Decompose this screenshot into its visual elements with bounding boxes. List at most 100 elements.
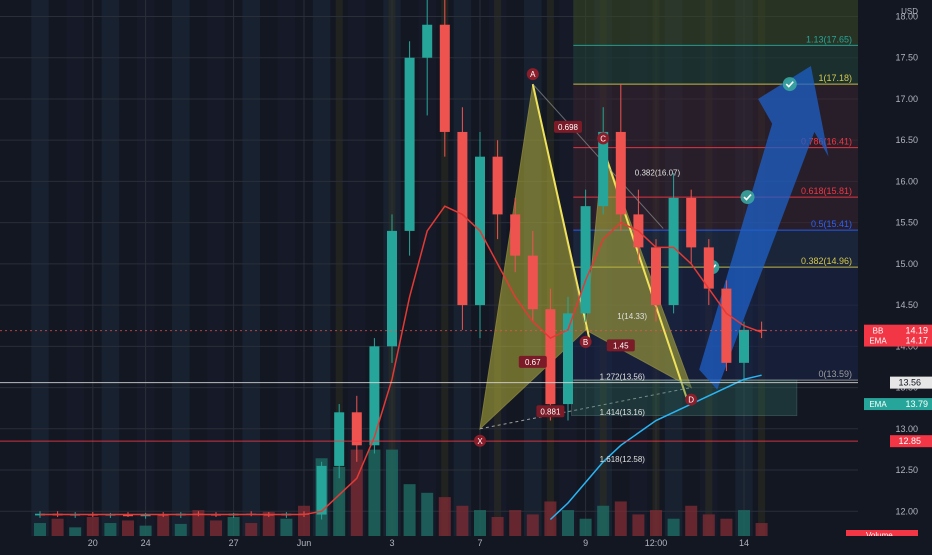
volume-bar <box>157 514 170 536</box>
volume-tag-label: Volume <box>866 531 893 540</box>
session-band <box>277 0 296 536</box>
volume-bar <box>421 492 434 536</box>
fib-level-label: 0.786(16.41) <box>801 137 852 147</box>
time-tick-label: 3 <box>389 538 394 548</box>
candle-body <box>580 206 591 314</box>
volume-bar <box>614 501 627 536</box>
session-band <box>418 0 436 536</box>
volume-bar <box>333 466 346 536</box>
candle-body <box>387 230 397 347</box>
target-check-icon <box>740 190 755 205</box>
candle-body <box>351 412 362 446</box>
pattern-labels: X A B C D 0.698 0.67 1.45 0.881 1.272(13.56) 1.414… <box>474 68 698 464</box>
time-tick-label: 24 <box>141 538 151 548</box>
volume-bar <box>192 510 205 536</box>
projection-label: 1.272(13.56) <box>600 372 646 381</box>
indicator-tag-name: EMA <box>869 337 887 346</box>
price-tick-label: 14.50 <box>895 300 918 310</box>
ratio-badge <box>536 405 565 418</box>
candle-body <box>510 214 521 256</box>
candle-body <box>545 309 556 405</box>
volume-bar <box>667 518 680 536</box>
volume-bar <box>685 505 698 536</box>
price-tick-label: 17.50 <box>895 53 918 63</box>
ratio-badge <box>606 339 635 352</box>
currency-label: USD <box>901 7 918 16</box>
pattern-point-marker <box>685 393 698 406</box>
time-tick-label: 27 <box>229 538 239 548</box>
price-tag <box>890 435 932 448</box>
volume-bar <box>632 514 645 536</box>
candle-body <box>668 197 679 306</box>
pattern-point-marker <box>597 132 610 145</box>
volume-bar <box>139 525 152 536</box>
fib-level-label: 0(13.59) <box>818 369 852 379</box>
indicator-tag-value-box <box>892 398 932 411</box>
session-band <box>101 0 120 536</box>
time-tick-label: 14 <box>739 538 749 548</box>
session-band <box>172 0 190 536</box>
candle-body <box>457 131 468 306</box>
session-band <box>66 0 84 536</box>
session-band-highlight <box>335 0 343 536</box>
candle-body <box>615 131 626 215</box>
time-tick-label: 9 <box>583 538 588 548</box>
candle-body <box>739 329 749 363</box>
ema-blue-line <box>549 374 762 521</box>
ratio-badge <box>554 120 582 133</box>
volume-bar <box>579 518 592 536</box>
candle-body <box>598 131 609 207</box>
projection-label: 1.618(12.58) <box>600 455 646 464</box>
volume-tag <box>846 530 918 540</box>
session-band-highlight <box>441 0 449 536</box>
volume-bar <box>738 510 750 536</box>
fib-zone <box>573 45 858 85</box>
volume-bar <box>755 523 768 536</box>
projection-label: 1.414(13.16) <box>600 408 646 417</box>
session-band-highlight <box>494 0 502 536</box>
price-tag-value: 13.56 <box>898 378 921 388</box>
volume-bar <box>562 510 574 536</box>
volume-bar <box>210 520 222 536</box>
pattern-point-label: D <box>688 396 694 405</box>
ratio-text: 0.881 <box>540 407 561 416</box>
candle-body <box>721 288 732 363</box>
candle-body <box>527 255 538 310</box>
volume-bar <box>174 523 187 536</box>
candle-body <box>140 514 151 517</box>
volume-bar <box>474 510 486 536</box>
price-tick-label: 16.50 <box>895 135 918 145</box>
price-axis-background <box>860 0 932 550</box>
time-axis-background <box>0 536 932 550</box>
price-axis[interactable]: 12.0012.5013.0013.5014.0014.5015.0015.50… <box>846 0 932 550</box>
pattern-point-marker <box>579 335 592 348</box>
pattern-point-marker <box>526 68 539 81</box>
volume-bar <box>368 449 381 536</box>
fib-zone <box>573 0 858 46</box>
volume-bar <box>526 514 539 536</box>
volume-bars <box>34 449 768 536</box>
session-band <box>348 0 366 536</box>
volume-bar <box>350 449 363 536</box>
volume-bar <box>34 523 46 536</box>
volume-bar <box>245 523 258 536</box>
indicator-tag-name: BB <box>873 327 884 336</box>
price-tick-label: 16.00 <box>895 176 918 186</box>
candle-body <box>404 57 415 231</box>
indicator-tag <box>864 324 892 337</box>
price-tag <box>890 376 932 389</box>
pattern-ac-line <box>532 83 664 229</box>
volume-bar <box>86 516 99 536</box>
indicator-tag-name: EMA <box>869 400 887 409</box>
pattern-point-label: A <box>530 70 536 79</box>
price-tick-label: 15.00 <box>895 259 918 269</box>
pattern-point-label: X <box>477 437 483 446</box>
volume-bar <box>650 510 662 536</box>
time-axis[interactable]: 20 24 27 Jun 3 7 9 12:00 14 <box>0 536 932 550</box>
candle-body <box>703 247 714 289</box>
volume-bar <box>104 523 117 536</box>
time-tick-label: 20 <box>88 538 98 548</box>
price-tag-value: 12.85 <box>898 436 921 446</box>
